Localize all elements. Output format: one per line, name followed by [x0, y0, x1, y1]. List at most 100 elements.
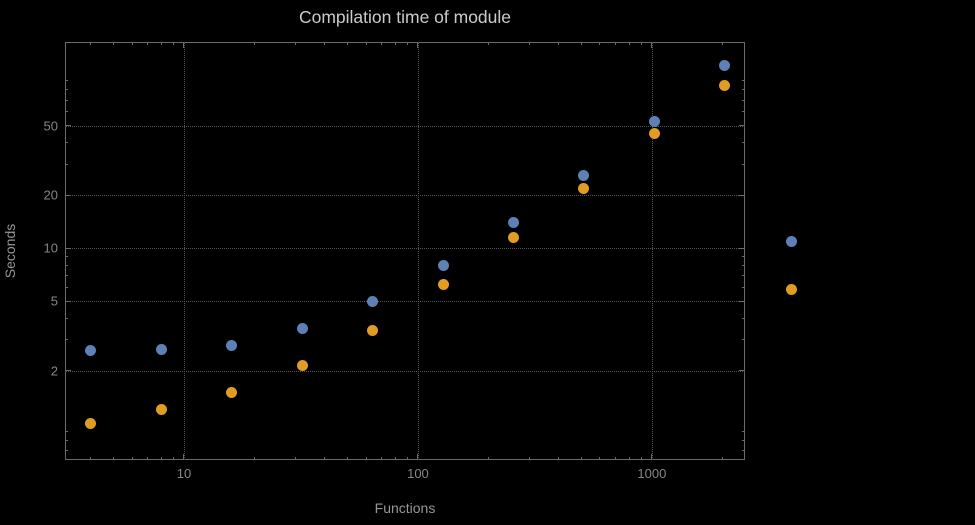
y-tick-minor: [65, 194, 68, 196]
data-point-series-2: [367, 324, 379, 336]
x-tick-major: [183, 454, 185, 460]
data-point-series-2: [578, 182, 590, 194]
x-tick-minor: [147, 42, 149, 45]
data-point-series-2: [437, 279, 449, 291]
y-tick-label: 2: [50, 363, 58, 379]
data-point-series-1: [719, 60, 731, 72]
y-tick-minor: [65, 99, 68, 101]
y-tick-minor: [742, 89, 745, 91]
x-gridline: [417, 42, 419, 460]
x-tick-label: 10: [176, 466, 192, 481]
x-tick-minor: [394, 42, 396, 45]
y-tick-label: 50: [43, 118, 58, 134]
x-tick-minor: [394, 457, 396, 460]
x-tick-minor: [381, 42, 383, 45]
data-point-series-1: [367, 295, 379, 307]
data-point-series-1: [85, 345, 97, 357]
y-gridline: [65, 125, 745, 127]
data-point-series-1: [578, 169, 590, 181]
y-tick-minor: [742, 80, 745, 82]
x-gridline: [183, 42, 185, 460]
x-tick-minor: [580, 457, 582, 460]
y-gridline: [65, 370, 745, 372]
x-tick-minor: [381, 457, 383, 460]
x-tick-major: [651, 42, 653, 48]
x-tick-label: 100: [407, 466, 429, 481]
legend-marker-1: [786, 236, 797, 247]
data-point-series-1: [155, 343, 167, 355]
x-tick-minor: [113, 42, 115, 45]
x-axis-label: Functions: [374, 500, 436, 516]
y-gridline: [65, 301, 745, 303]
y-tick-label: 5: [50, 293, 58, 309]
y-tick-minor: [65, 255, 68, 257]
x-tick-minor: [640, 457, 642, 460]
x-tick-minor: [324, 42, 326, 45]
data-point-series-1: [437, 259, 449, 271]
y-tick-minor: [65, 286, 68, 288]
y-tick-minor: [742, 125, 745, 127]
data-point-series-1: [507, 217, 519, 229]
x-tick-minor: [628, 457, 630, 460]
x-tick-minor: [640, 42, 642, 45]
y-tick-minor: [65, 300, 68, 302]
y-tick-minor: [65, 125, 68, 127]
x-tick-major: [417, 454, 419, 460]
y-tick-minor: [742, 286, 745, 288]
y-tick-minor: [742, 431, 745, 433]
data-point-series-1: [648, 115, 660, 127]
y-tick-major: [739, 247, 745, 249]
y-tick-minor: [742, 264, 745, 266]
y-tick-major: [65, 247, 71, 249]
x-tick-major: [183, 42, 185, 48]
y-tick-minor: [65, 431, 68, 433]
data-point-series-2: [155, 404, 167, 416]
y-gridline: [65, 248, 745, 250]
y-tick-minor: [742, 111, 745, 113]
x-tick-minor: [347, 42, 349, 45]
legend-marker-2: [786, 284, 797, 295]
y-tick-label: 20: [43, 187, 58, 203]
x-tick-minor: [487, 457, 489, 460]
x-tick-minor: [295, 42, 297, 45]
x-tick-minor: [721, 42, 723, 45]
y-tick-major: [65, 370, 71, 372]
data-point-series-2: [719, 79, 731, 91]
data-point-series-1: [226, 339, 238, 351]
x-tick-minor: [131, 42, 133, 45]
x-tick-minor: [253, 457, 255, 460]
x-tick-major: [417, 42, 419, 48]
y-tick-major: [65, 125, 71, 127]
x-tick-minor: [599, 42, 601, 45]
y-tick-minor: [65, 440, 68, 442]
data-point-series-2: [507, 232, 519, 244]
y-tick-major: [65, 194, 71, 196]
y-gridline: [65, 195, 745, 197]
x-tick-minor: [172, 42, 174, 45]
y-tick-minor: [65, 142, 68, 144]
x-gridline: [651, 42, 653, 460]
x-tick-minor: [558, 42, 560, 45]
y-tick-major: [65, 300, 71, 302]
y-tick-minor: [65, 89, 68, 91]
y-tick-minor: [65, 339, 68, 341]
x-tick-minor: [628, 42, 630, 45]
x-tick-minor: [365, 42, 367, 45]
y-tick-minor: [65, 80, 68, 82]
x-tick-minor: [131, 457, 133, 460]
y-tick-minor: [65, 450, 68, 452]
y-tick-minor: [65, 274, 68, 276]
y-tick-minor: [65, 264, 68, 266]
data-point-series-2: [85, 418, 97, 430]
x-tick-label: 1000: [637, 466, 667, 481]
y-tick-minor: [65, 111, 68, 113]
x-tick-minor: [160, 42, 162, 45]
y-tick-minor: [65, 164, 68, 166]
x-tick-minor: [160, 457, 162, 460]
y-tick-minor: [742, 317, 745, 319]
x-tick-minor: [365, 457, 367, 460]
y-tick-minor: [742, 274, 745, 276]
x-tick-minor: [90, 457, 92, 460]
